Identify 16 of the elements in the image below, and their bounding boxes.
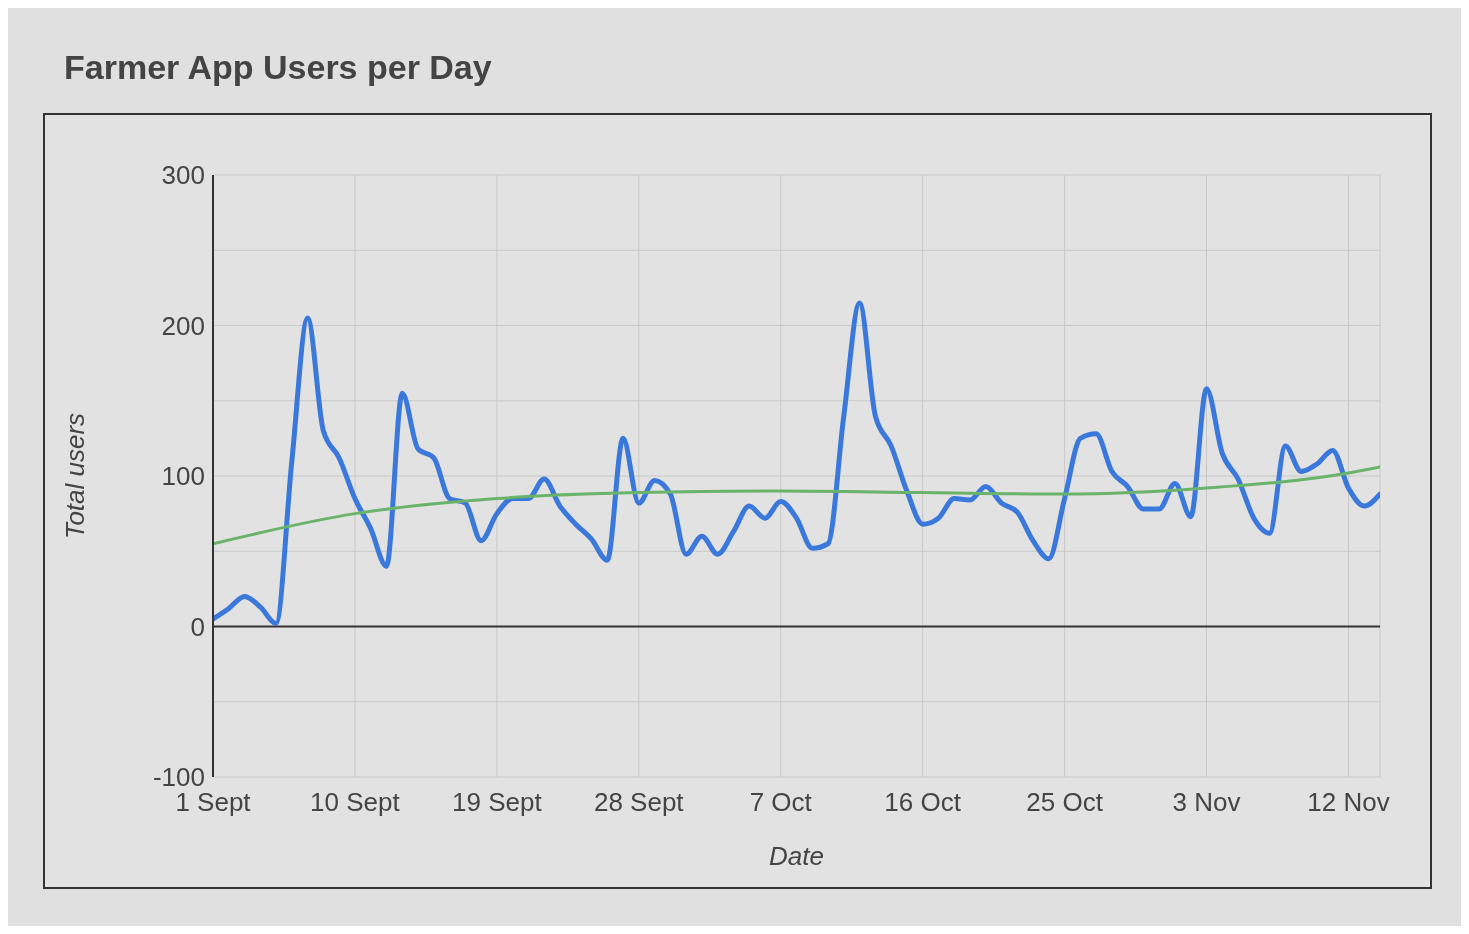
x-tick-label: 25 Oct (1026, 787, 1104, 818)
y-tick-label: 300 (161, 160, 205, 191)
y-tick-label: 100 (161, 461, 205, 492)
x-tick-label: 19 Sept (452, 787, 543, 818)
x-tick-label: 3 Nov (1172, 787, 1241, 818)
line-series (213, 465, 1380, 546)
y-axis-title: Total users (60, 412, 91, 540)
x-tick-label: 7 Oct (749, 787, 813, 818)
y-tick-label: 0 (190, 611, 205, 642)
x-axis-title: Date (769, 841, 824, 871)
chart-title: Farmer App Users per Day (64, 48, 492, 87)
x-tick-label: 10 Sept (310, 787, 401, 818)
x-tick-label: 12 Nov (1307, 787, 1390, 818)
x-tick-label: 16 Oct (884, 787, 962, 818)
y-tick-label: 200 (161, 310, 205, 341)
x-tick-label: 28 Sept (593, 787, 685, 818)
